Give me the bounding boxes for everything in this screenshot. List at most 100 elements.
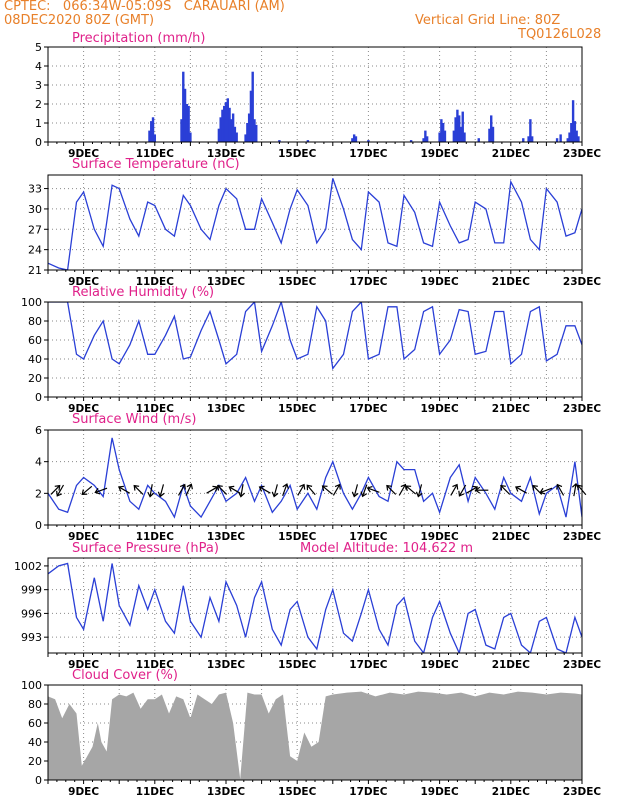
- wind-arrow-shaft: [82, 485, 93, 495]
- precip-bar: [452, 130, 456, 142]
- precip-bar: [231, 113, 235, 142]
- x-tick-label: 17DEC: [349, 148, 388, 160]
- y-tick-label: 100: [21, 679, 42, 692]
- precip-bar: [555, 138, 559, 142]
- wind-arrow: [386, 484, 397, 495]
- wind-arrow-head: [386, 484, 392, 491]
- precip-bar: [463, 132, 466, 142]
- wind-arrow-shaft: [177, 484, 186, 496]
- x-tick-label: 23DEC: [563, 531, 602, 543]
- precip-bar: [443, 130, 447, 142]
- wind-arrow: [474, 486, 489, 494]
- wind-arrow-head: [405, 485, 412, 492]
- precip-bar: [491, 126, 495, 142]
- wind-arrow-shaft: [516, 486, 527, 494]
- y-tick-label: 40: [28, 736, 42, 749]
- precip-bar: [185, 104, 189, 142]
- panel-2: 21 24 27 30 33 9DEC 11DEC 13DEC 15DEC 17DEC 19DEC 2…: [28, 157, 601, 288]
- wind-arrow-head: [458, 490, 465, 497]
- precip-bar: [244, 134, 247, 142]
- series-line: [48, 302, 582, 371]
- x-tick-label: 15DEC: [278, 531, 317, 543]
- panel-title: Surface Pressure (hPa): [72, 541, 219, 556]
- x-tick-label: 15DEC: [278, 276, 317, 288]
- wind-arrow: [366, 485, 380, 493]
- wind-arrow-shaft: [185, 484, 192, 496]
- wind-arrow: [458, 484, 467, 497]
- wind-arrow: [332, 483, 341, 496]
- x-tick-label: 21DEC: [492, 531, 531, 543]
- wind-arrow: [450, 483, 459, 496]
- y-tick-label: 0: [35, 774, 42, 787]
- panel-5: 993 996 999 1002 9DEC 11DEC 13DEC 15DEC 17DEC 19D…: [14, 541, 601, 671]
- precip-bar: [148, 130, 151, 142]
- panel-title: Cloud Cover (%): [72, 668, 178, 683]
- wind-arrow: [177, 483, 186, 496]
- precip-bar: [367, 140, 370, 142]
- wind-arrow-shaft: [119, 486, 130, 494]
- precip-bar: [477, 138, 480, 142]
- wind-arrow: [81, 485, 93, 496]
- y-tick-label: 3: [35, 79, 42, 92]
- wind-arrow-head: [179, 483, 186, 490]
- precip-bar: [570, 123, 573, 142]
- wind-arrow-shaft: [217, 485, 228, 495]
- series-line: [48, 437, 582, 519]
- x-tick-label: 11DEC: [136, 403, 175, 415]
- precip-bar: [352, 134, 356, 142]
- x-tick-label: 9DEC: [68, 531, 99, 543]
- precip-bar: [571, 100, 575, 142]
- y-tick-label: 20: [28, 755, 42, 768]
- wind-arrow-shaft: [95, 487, 108, 493]
- precip-bar: [278, 140, 281, 142]
- wind-arrow-head: [474, 486, 481, 494]
- wind-arrow: [56, 484, 65, 497]
- wind-arrow-shaft: [307, 485, 316, 496]
- wind-arrow-shaft: [259, 486, 271, 494]
- precip-bar: [224, 102, 228, 142]
- precip-bar: [566, 138, 569, 142]
- x-tick-label: 23DEC: [563, 659, 602, 671]
- wind-arrow-shaft: [134, 485, 144, 495]
- y-tick-label: 993: [21, 631, 42, 644]
- precip-bar: [354, 136, 358, 142]
- x-tick-label: 19DEC: [420, 403, 459, 415]
- x-tick-label: 9DEC: [68, 276, 99, 288]
- wind-arrow-shaft: [450, 484, 458, 496]
- precip-bar: [219, 117, 222, 142]
- x-tick-label: 21DEC: [492, 276, 531, 288]
- x-tick-label: 13DEC: [207, 148, 246, 160]
- wind-arrow-head: [282, 483, 289, 490]
- wind-arrow-shaft: [273, 484, 278, 497]
- precip-bar: [183, 88, 187, 142]
- wind-arrow: [50, 484, 61, 495]
- y-tick-label: 24: [28, 244, 42, 257]
- wind-arrow: [258, 485, 271, 494]
- wind-arrow-shaft: [50, 485, 60, 495]
- x-tick-label: 23DEC: [563, 403, 602, 415]
- precip-bar: [189, 132, 192, 142]
- precip-bar: [457, 115, 461, 142]
- y-tick-label: 33: [28, 183, 42, 196]
- wind-arrow-head: [515, 485, 521, 492]
- x-tick-label: 17DEC: [349, 659, 388, 671]
- header-grid-note: Vertical Grid Line: 80Z: [415, 13, 561, 28]
- x-tick-label: 11DEC: [136, 786, 175, 798]
- wind-arrow-shaft: [229, 486, 241, 494]
- precip-bar: [182, 71, 185, 142]
- precip-bar: [490, 115, 493, 142]
- y-tick-label: 40: [28, 353, 42, 366]
- y-tick-label: 0: [35, 519, 42, 532]
- precip-bar: [249, 90, 253, 142]
- wind-arrow-shaft: [386, 485, 397, 495]
- precip-bar: [577, 136, 580, 142]
- wind-arrow-head: [400, 483, 407, 490]
- plot-frame: [47, 174, 583, 271]
- wind-arrow-shaft: [332, 484, 340, 496]
- wind-arrow-head: [299, 483, 306, 490]
- wind-arrow-head: [271, 491, 279, 498]
- precip-bar: [568, 132, 571, 142]
- wind-arrow-head: [56, 490, 63, 497]
- precip-bar: [247, 113, 251, 142]
- precip-bar: [306, 140, 310, 142]
